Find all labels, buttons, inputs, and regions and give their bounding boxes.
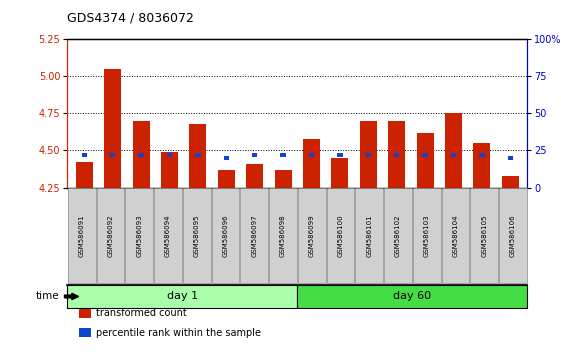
Bar: [417, 133, 434, 188]
Text: GSM586106: GSM586106: [510, 214, 516, 257]
Text: GSM586098: GSM586098: [280, 214, 286, 257]
Bar: [360, 121, 377, 188]
Text: GSM586093: GSM586093: [136, 214, 142, 257]
Text: GSM586095: GSM586095: [194, 214, 200, 257]
Bar: [473, 143, 490, 188]
Bar: [309, 153, 314, 157]
Text: percentile rank within the sample: percentile rank within the sample: [96, 328, 261, 338]
Bar: [218, 170, 235, 188]
Bar: [132, 121, 150, 188]
Bar: [224, 156, 229, 160]
Text: time: time: [35, 291, 59, 302]
Text: GSM586092: GSM586092: [108, 214, 113, 257]
Text: GSM586091: GSM586091: [79, 214, 85, 257]
Bar: [139, 153, 144, 157]
Bar: [275, 170, 292, 188]
Bar: [104, 69, 121, 188]
Text: day 1: day 1: [167, 291, 198, 302]
Text: GSM586104: GSM586104: [453, 214, 458, 257]
Bar: [82, 153, 87, 157]
Text: GSM586096: GSM586096: [223, 214, 228, 257]
Bar: [445, 113, 462, 188]
Bar: [508, 156, 513, 160]
Text: transformed count: transformed count: [96, 308, 187, 318]
Text: GSM586105: GSM586105: [481, 214, 487, 257]
Text: GSM586097: GSM586097: [251, 214, 257, 257]
Text: GSM586100: GSM586100: [338, 214, 343, 257]
Text: day 60: day 60: [393, 291, 431, 302]
Bar: [246, 164, 263, 188]
Bar: [451, 153, 456, 157]
Bar: [394, 153, 399, 157]
Bar: [366, 153, 371, 157]
Text: GSM586103: GSM586103: [424, 214, 430, 257]
Bar: [388, 121, 405, 188]
Bar: [110, 153, 116, 157]
Bar: [280, 153, 286, 157]
Text: GSM586099: GSM586099: [309, 214, 315, 257]
Text: GSM586094: GSM586094: [165, 214, 171, 257]
Bar: [422, 153, 428, 157]
Text: GDS4374 / 8036072: GDS4374 / 8036072: [67, 12, 194, 25]
Bar: [195, 153, 201, 157]
Text: GSM586102: GSM586102: [395, 214, 401, 257]
Bar: [303, 138, 320, 188]
Bar: [76, 162, 93, 188]
Bar: [161, 152, 178, 188]
Bar: [337, 153, 343, 157]
Bar: [332, 158, 348, 188]
Bar: [479, 153, 485, 157]
Text: GSM586101: GSM586101: [366, 214, 372, 257]
Bar: [502, 176, 519, 188]
Bar: [167, 153, 172, 157]
Bar: [190, 124, 206, 188]
Bar: [252, 153, 257, 157]
